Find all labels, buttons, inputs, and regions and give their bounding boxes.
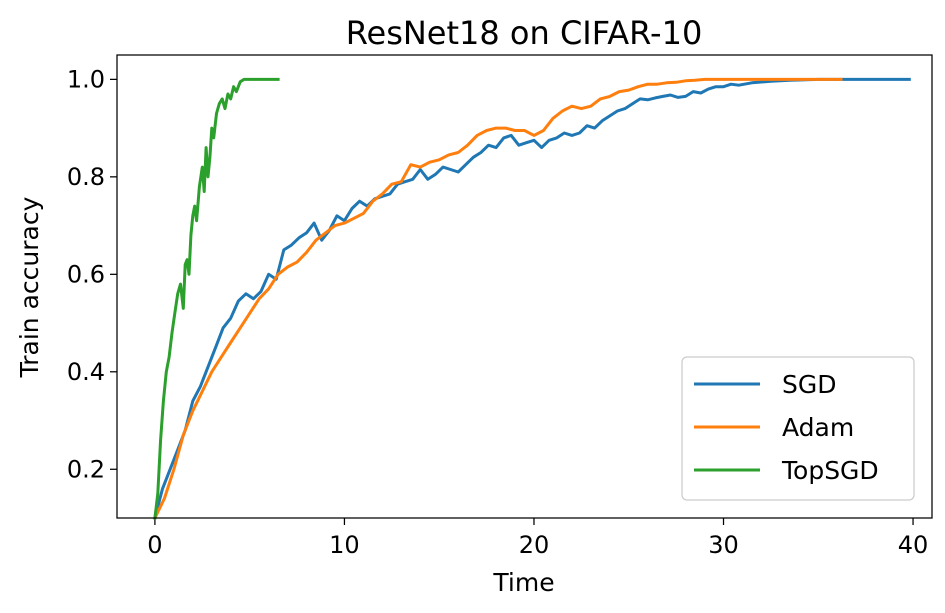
y-tick-label: 0.8 <box>67 163 105 191</box>
x-tick-label: 20 <box>519 531 550 559</box>
y-tick-label: 0.2 <box>67 455 105 483</box>
series-line-adam <box>152 77 843 521</box>
axis-ticks: 0 10 20 30 40 0.2 0.4 0.6 0.8 1.0 <box>67 65 928 559</box>
legend-label-adam: Adam <box>782 413 854 442</box>
y-tick-label: 0.4 <box>67 358 105 386</box>
y-tick-label: 0.6 <box>67 260 105 288</box>
plot-frame <box>116 54 933 519</box>
x-tick-label: 10 <box>329 531 360 559</box>
x-tick-label: 40 <box>898 531 929 559</box>
x-tick-label: 30 <box>708 531 739 559</box>
legend-label-sgd: SGD <box>782 370 837 399</box>
legend: SGD Adam TopSGD <box>681 356 915 501</box>
legend-box <box>681 356 915 501</box>
legend-label-topsgd: TopSGD <box>781 456 879 485</box>
x-axis-label: Time <box>492 568 554 597</box>
series-line-sgd <box>153 77 911 520</box>
y-tick-label: 1.0 <box>67 65 105 93</box>
y-axis-label: Train accuracy <box>15 196 44 378</box>
series-line-topsgd <box>153 77 280 520</box>
x-tick-label: 0 <box>147 531 162 559</box>
chart-title: ResNet18 on CIFAR-10 <box>346 14 703 52</box>
plot-lines <box>152 77 911 521</box>
